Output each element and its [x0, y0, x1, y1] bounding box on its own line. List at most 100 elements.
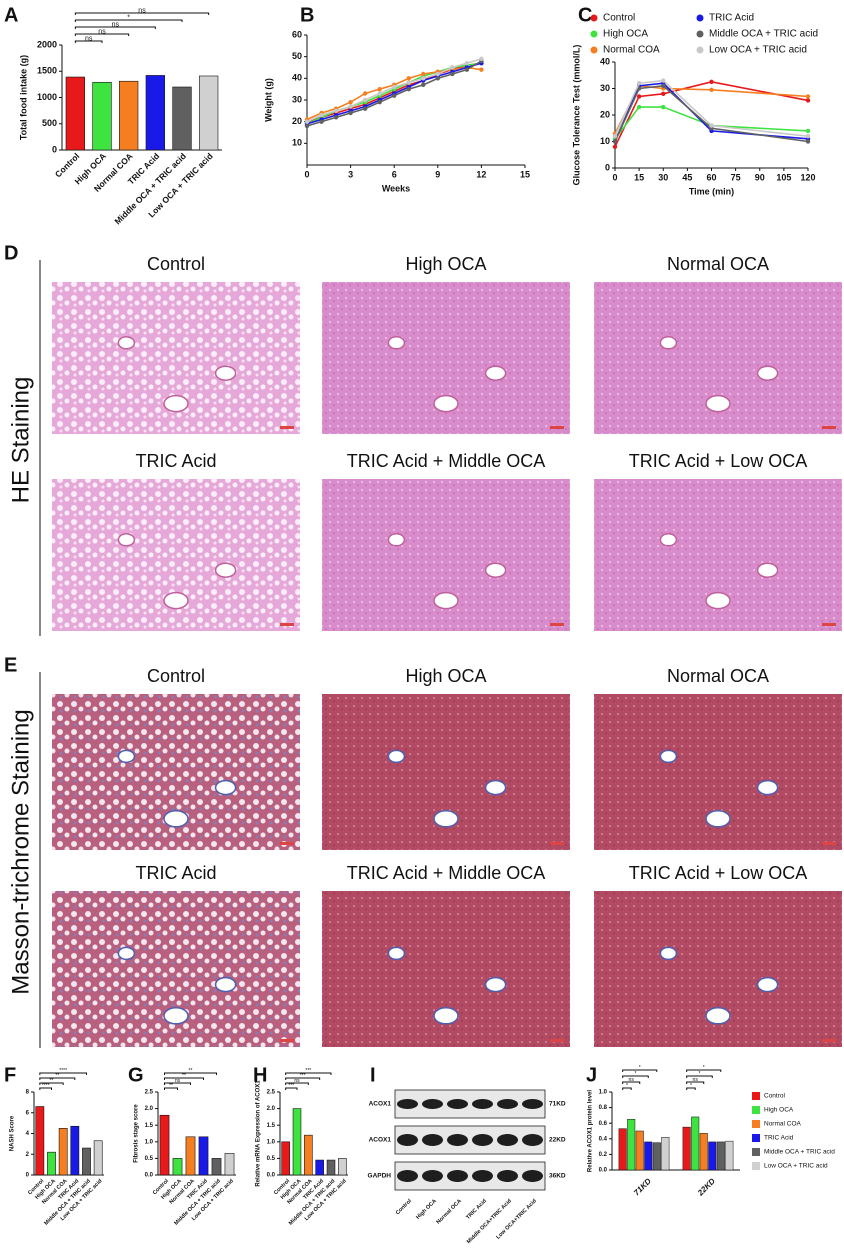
significance-bracket	[285, 1087, 298, 1090]
y-tick-label: 6	[26, 1110, 30, 1116]
x-tick-label: 3	[348, 169, 353, 179]
legend-label: Normal COA	[603, 45, 660, 56]
data-point	[435, 71, 440, 77]
panel-letter: B	[300, 4, 314, 26]
data-point	[348, 99, 353, 105]
x-tick-label: 71KD	[632, 1176, 653, 1197]
data-point	[661, 91, 666, 97]
legend-swatch	[752, 1148, 760, 1156]
legend-marker	[696, 14, 704, 22]
legend-label: Control	[603, 13, 635, 24]
bar	[708, 1141, 717, 1171]
bar	[644, 1141, 653, 1171]
significance-bracket	[164, 1082, 191, 1085]
data-point	[805, 134, 811, 139]
significance-bracket	[622, 1087, 632, 1090]
x-tick-label: 30	[658, 172, 668, 182]
legend-swatch	[752, 1106, 760, 1114]
y-tick-label: 2000	[37, 39, 57, 49]
x-tick-label: 90	[755, 172, 765, 182]
panel-letter: E	[4, 654, 17, 676]
significance-label: ***	[300, 1073, 306, 1079]
blot-size-label: 36KD	[549, 1173, 566, 1180]
bar	[725, 1140, 734, 1171]
y-tick-label: 50	[292, 51, 302, 61]
blot-band	[497, 1170, 518, 1182]
legend-label: TRIC Acid	[709, 13, 754, 24]
vessel	[659, 749, 678, 764]
panel-letter: C	[578, 4, 592, 26]
data-point	[362, 97, 368, 103]
significance-bracket	[622, 1075, 649, 1078]
data-point	[362, 91, 368, 96]
vessel	[659, 336, 678, 350]
data-point	[805, 139, 811, 144]
y-tick-label: 0	[26, 1173, 30, 1179]
bar	[652, 1142, 661, 1171]
y-axis-label: Total food intake (g)	[18, 55, 28, 140]
x-tick-label: 105	[776, 172, 791, 182]
y-axis-label: Relative mRNA Expression of ACOX1	[256, 1080, 262, 1187]
significance-bracket	[285, 1082, 309, 1085]
y-axis-label: Weight (g)	[263, 78, 273, 122]
data-point	[450, 71, 455, 77]
data-point	[392, 84, 397, 90]
vessel	[705, 1007, 731, 1025]
bar	[198, 1136, 209, 1176]
scale-bar	[550, 623, 564, 626]
y-tick-label: 0.2	[599, 1152, 608, 1158]
blot-lane-label: TRIC Acid	[465, 1198, 488, 1221]
vessel	[163, 591, 189, 610]
x-axis-label: Weeks	[382, 183, 410, 193]
staining-label: HE Staining	[7, 377, 34, 504]
y-tick-label: 1.5	[267, 1123, 276, 1129]
significance-label: **	[169, 1083, 173, 1089]
legend-label: High OCA	[603, 29, 648, 40]
y-tick-label: 10	[292, 138, 302, 148]
y-tick-label: 0.0	[267, 1173, 276, 1179]
significance-bracket	[285, 1077, 321, 1080]
significance-label: ns	[112, 21, 120, 28]
vessel	[163, 1007, 189, 1025]
legend-label: High OCA	[764, 1107, 794, 1114]
significance-bracket	[39, 1087, 52, 1090]
data-point	[392, 93, 397, 98]
bar	[315, 1159, 324, 1176]
blot-lane-label: Normal OCA	[436, 1198, 463, 1225]
data-point	[406, 86, 411, 92]
data-point	[464, 67, 470, 72]
vessel	[117, 533, 136, 547]
significance-bracket	[686, 1069, 722, 1072]
panel-letter: D	[4, 242, 18, 264]
bar	[618, 1128, 627, 1171]
data-point	[377, 99, 382, 105]
y-tick-label: 20	[600, 109, 610, 119]
blot-row-label: ACOX1	[369, 1137, 392, 1144]
scale-bar	[550, 842, 564, 845]
vessel	[756, 365, 779, 381]
data-point	[805, 94, 811, 99]
bar	[92, 81, 112, 151]
vessel	[705, 810, 731, 828]
data-point	[709, 123, 714, 128]
image-title: Control	[147, 666, 205, 686]
legend-swatch	[752, 1134, 760, 1142]
significance-label: ***	[305, 1068, 311, 1074]
significance-bracket	[622, 1069, 658, 1072]
blot-band	[397, 1134, 418, 1146]
data-point	[304, 119, 310, 124]
vessel	[387, 946, 406, 961]
scale-bar	[280, 1039, 294, 1042]
series-line	[614, 106, 809, 140]
legend-label: Low OCA + TRIC acid	[709, 45, 807, 56]
legend-swatch	[752, 1162, 760, 1170]
scale-bar	[280, 842, 294, 845]
significance-label: ns	[294, 1078, 300, 1084]
data-point	[319, 119, 324, 124]
panel-letter: H	[253, 1064, 267, 1086]
bar	[716, 1141, 725, 1171]
panel-letter: G	[128, 1064, 144, 1086]
x-tick-label: 22KD	[695, 1176, 717, 1198]
y-tick-label: 0	[605, 162, 610, 172]
data-point	[304, 123, 310, 129]
